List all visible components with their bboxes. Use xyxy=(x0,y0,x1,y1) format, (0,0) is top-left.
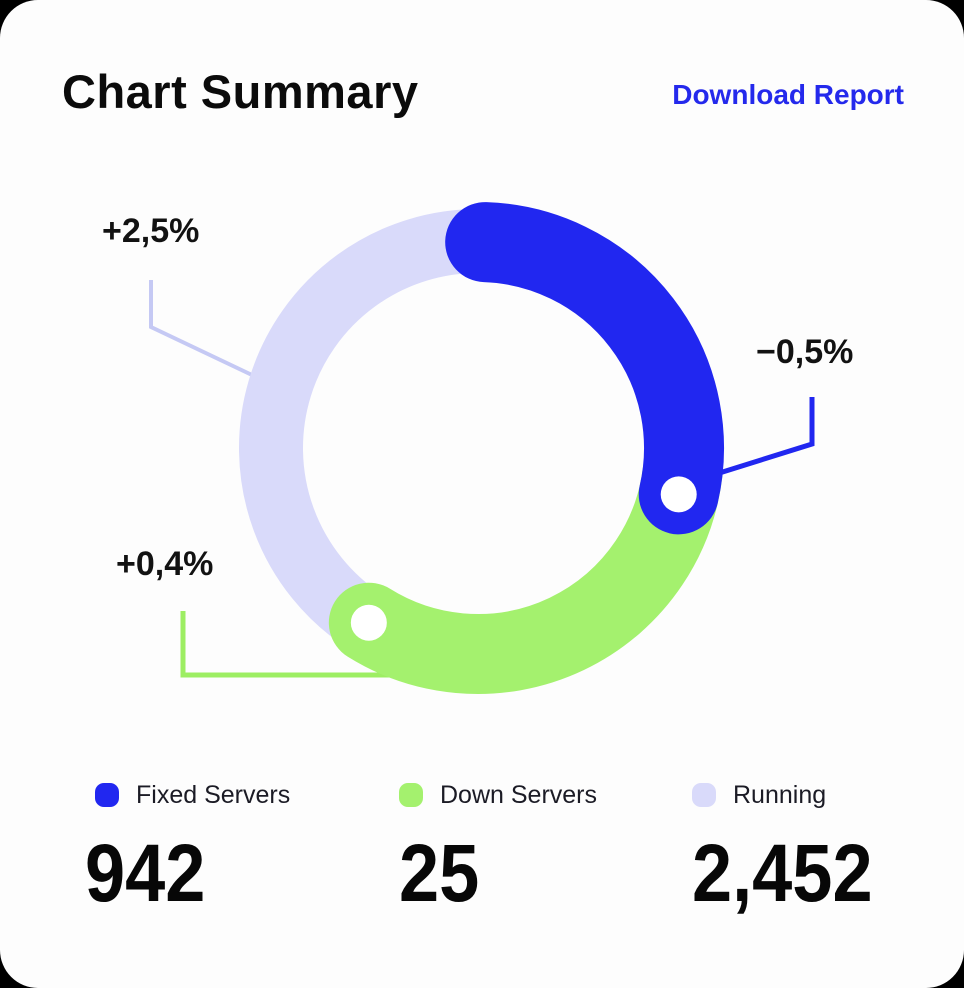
fixed-change-label: −0,5% xyxy=(756,333,854,371)
page-title: Chart Summary xyxy=(62,65,419,118)
fixed-servers-value: 942 xyxy=(85,828,206,919)
legend-item-down-servers: Down Servers xyxy=(399,781,597,809)
stat-column-fixed-servers: Fixed Servers 942 xyxy=(85,781,290,915)
down-servers-value: 25 xyxy=(399,828,480,919)
stat-column-running: Running 2,452 xyxy=(692,781,897,915)
legend-item-fixed-servers: Fixed Servers xyxy=(95,781,290,809)
stat-column-down-servers: Down Servers 25 xyxy=(399,781,597,915)
fixed-servers-swatch-icon xyxy=(95,783,119,807)
legend-label: Running xyxy=(733,780,827,809)
download-report-link[interactable]: Download Report xyxy=(672,79,904,110)
legend-label: Fixed Servers xyxy=(136,780,291,809)
running-value: 2,452 xyxy=(692,828,873,919)
running-swatch-icon xyxy=(692,783,716,807)
legend-item-running: Running xyxy=(692,781,897,809)
running-change-label: +2,5% xyxy=(102,212,200,250)
down-change-label: +0,4% xyxy=(116,545,214,583)
down-servers-swatch-icon xyxy=(399,783,423,807)
legend-label: Down Servers xyxy=(440,780,597,809)
